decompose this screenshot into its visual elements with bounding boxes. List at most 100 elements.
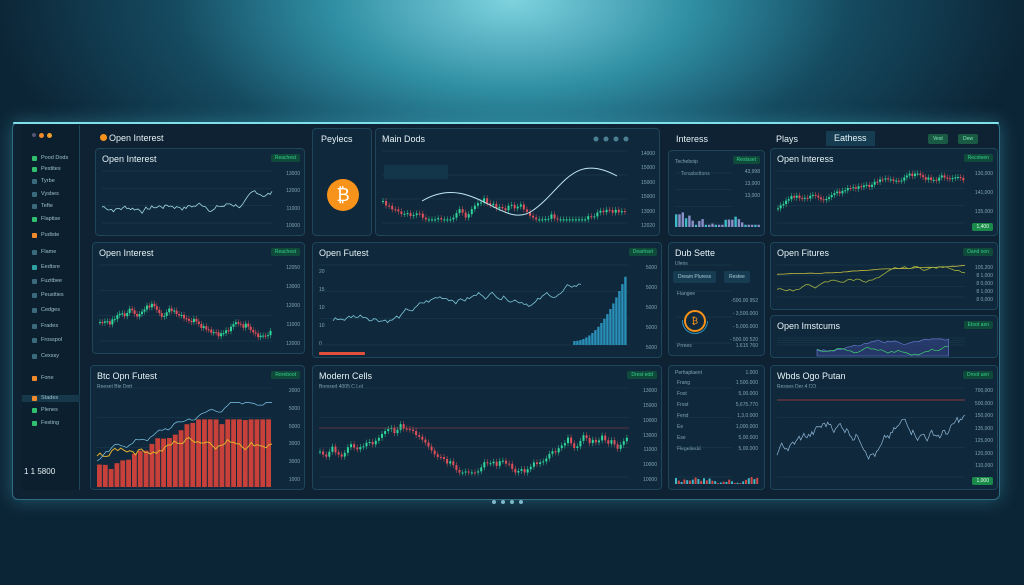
- candle: [598, 440, 600, 443]
- candle: [567, 437, 569, 444]
- sidebar-item[interactable]: Fuzitbee: [32, 278, 62, 285]
- candle: [881, 179, 884, 181]
- sidebar-item[interactable]: Tyrbe: [32, 178, 55, 185]
- sidebar-item[interactable]: Pood Dods: [32, 155, 68, 162]
- axis-tick: 5000: [645, 285, 657, 291]
- sidebar-item[interactable]: Cexssy: [32, 353, 59, 360]
- candle: [962, 177, 965, 181]
- dot-icon[interactable]: [47, 133, 52, 138]
- list-item-label[interactable]: Ee: [677, 424, 684, 430]
- candle: [943, 175, 946, 178]
- sidebar-item[interactable]: Flaptise: [32, 216, 60, 223]
- panel-futest: Open Futest Dearlrset 5000 5000 5000 5000 5000…: [312, 242, 662, 358]
- candle: [467, 214, 470, 218]
- sidebar-item[interactable]: Vysbes: [32, 191, 59, 198]
- candle: [148, 305, 151, 308]
- dot-icon[interactable]: [39, 133, 44, 138]
- btc-icon: [100, 134, 107, 141]
- list-item-label[interactable]: Ese: [677, 435, 686, 441]
- panel-badge[interactable]: Dearlrset: [628, 248, 657, 256]
- chart: [675, 172, 760, 227]
- candle: [605, 209, 608, 213]
- panel-badge[interactable]: Oand oon: [963, 248, 993, 256]
- candle: [593, 216, 596, 218]
- bar: [143, 450, 149, 487]
- panel-badge[interactable]: Recoteen: [963, 154, 993, 162]
- sidebar-item[interactable]: Plenes: [32, 407, 58, 414]
- bar: [739, 483, 742, 484]
- candle: [623, 211, 626, 213]
- candle: [860, 186, 863, 188]
- sidebar-item[interactable]: Festing: [32, 420, 59, 427]
- candle: [424, 217, 427, 220]
- nav-icon: [32, 217, 37, 222]
- tab-peylecs[interactable]: Peylecs: [321, 134, 353, 144]
- list-item-label[interactable]: Fend: [677, 413, 689, 419]
- candle: [350, 444, 352, 448]
- toolbar-icon: [603, 136, 609, 142]
- panel-badge[interactable]: Etoot aen: [963, 321, 993, 329]
- candle: [388, 205, 391, 207]
- candle: [242, 324, 245, 328]
- list-item-label[interactable]: Flegettedd: [677, 446, 701, 452]
- panel-badge[interactable]: Droot uen: [963, 371, 993, 379]
- dew-button[interactable]: Dew: [958, 134, 979, 144]
- bar: [714, 224, 717, 227]
- sidebar-item[interactable]: Pudiste: [32, 232, 59, 239]
- select-dropdown[interactable]: Restee: [724, 271, 750, 283]
- panel-badge[interactable]: Drest edd: [627, 371, 657, 379]
- page-dots[interactable]: [492, 500, 523, 504]
- candle: [145, 305, 148, 310]
- candle: [449, 219, 452, 221]
- sidebar-item[interactable]: Flame: [32, 249, 56, 256]
- progress-bar: [319, 352, 365, 355]
- candle: [532, 215, 535, 218]
- sidebar-item[interactable]: Pestites: [32, 166, 61, 173]
- candle: [267, 335, 270, 337]
- value-row: - 3,500.000: [732, 311, 758, 317]
- candle: [412, 215, 415, 217]
- candle: [507, 205, 510, 211]
- select-dropdown[interactable]: Dream Pluress: [673, 271, 717, 283]
- volume-bar: [573, 341, 576, 345]
- list-item-label[interactable]: Frang: [677, 380, 691, 386]
- candle: [362, 446, 365, 448]
- candle: [625, 437, 628, 442]
- sidebar-item[interactable]: Peustties: [32, 292, 64, 299]
- sidebar-item[interactable]: Frosspol: [32, 337, 62, 344]
- panel-badge[interactable]: Reachest: [270, 248, 300, 256]
- tab-interess[interactable]: Interess: [676, 134, 709, 144]
- list-item-label[interactable]: Fost: [677, 391, 687, 397]
- tab-plays[interactable]: Plays: [776, 134, 799, 144]
- search-icon[interactable]: [32, 133, 36, 137]
- panel-badge[interactable]: Restsset: [732, 156, 760, 164]
- sidebar-item[interactable]: Tefte: [32, 203, 53, 210]
- candle: [846, 188, 849, 191]
- candle: [579, 440, 582, 447]
- sidebar-item[interactable]: Eedtsre: [32, 264, 60, 271]
- list-item-value: 5,675.770: [735, 402, 758, 408]
- panel-badge[interactable]: Reachest: [270, 154, 300, 162]
- vest-button[interactable]: Vest: [928, 134, 948, 144]
- axis-tick: 10: [319, 305, 325, 311]
- candle: [249, 326, 252, 331]
- volume-bar: [579, 340, 582, 345]
- axis-tick: 5000: [288, 423, 300, 430]
- candle: [501, 460, 504, 462]
- sidebar-item[interactable]: Frades: [32, 323, 58, 330]
- sidebar-item[interactable]: Stades: [22, 395, 80, 402]
- candle: [897, 180, 900, 182]
- bar: [691, 479, 694, 484]
- list-item-label[interactable]: Frost: [677, 402, 689, 408]
- tab-eathess[interactable]: Eathess: [826, 131, 875, 146]
- bar: [681, 212, 684, 227]
- sidebar-item[interactable]: Fone: [32, 375, 54, 382]
- panel-badge[interactable]: Rereboot: [271, 371, 300, 379]
- axis-tick: 12000: [286, 303, 300, 309]
- candle: [374, 440, 377, 445]
- candle: [495, 461, 498, 466]
- candle: [220, 333, 223, 337]
- candle: [111, 319, 114, 325]
- candle: [390, 427, 393, 429]
- sidebar-item[interactable]: Cedges: [32, 307, 60, 314]
